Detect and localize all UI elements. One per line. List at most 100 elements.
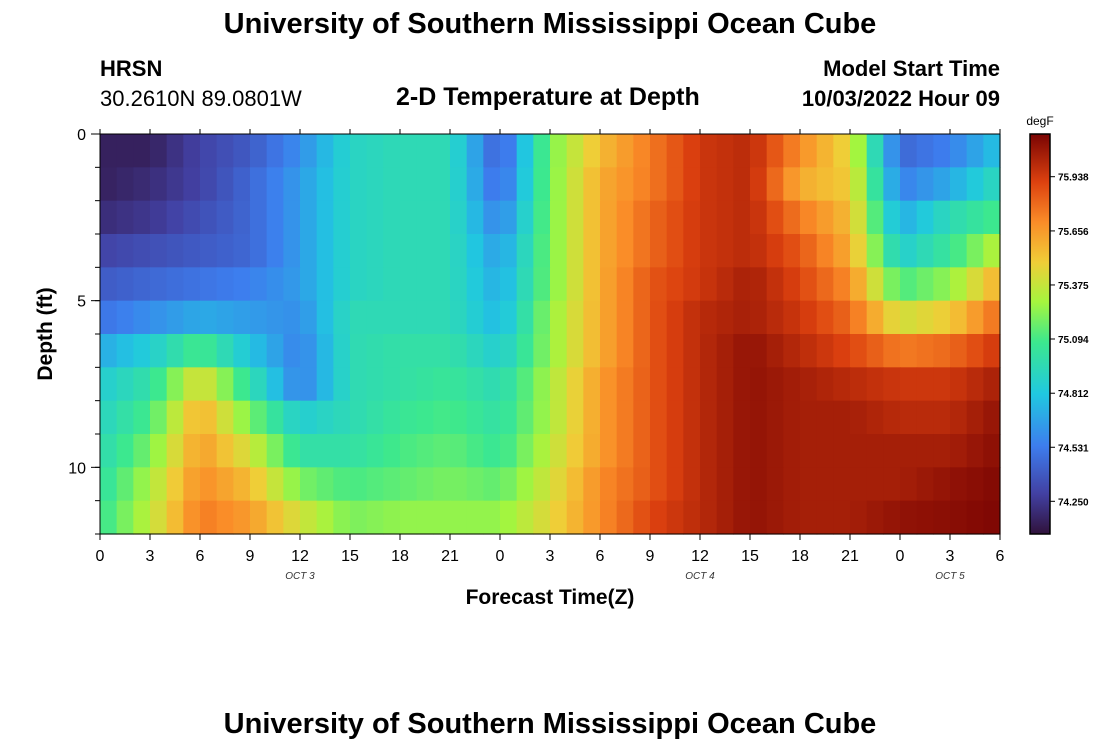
- heatmap-cell: [783, 500, 801, 535]
- heatmap-cell: [683, 467, 701, 502]
- heatmap-cell: [350, 434, 368, 468]
- heatmap-cell: [866, 400, 884, 435]
- heatmap-cell: [400, 334, 418, 368]
- heatmap-cell: [416, 434, 434, 468]
- heatmap-cell: [466, 134, 484, 168]
- x-tick-label: 3: [946, 548, 955, 565]
- heatmap-cell: [333, 467, 351, 502]
- heatmap-cell: [633, 467, 651, 502]
- heatmap-cell: [183, 467, 201, 502]
- x-tick-label: 9: [246, 548, 255, 565]
- heatmap-cell: [666, 367, 684, 402]
- heatmap-cell: [100, 434, 118, 468]
- heatmap-cell: [916, 300, 934, 335]
- heatmap-cell: [833, 300, 851, 335]
- heatmap-cell: [200, 300, 218, 335]
- heatmap-cell: [816, 434, 834, 468]
- heatmap-cell: [366, 134, 384, 168]
- station-name: HRSN: [100, 56, 163, 81]
- heatmap-cell: [900, 134, 918, 168]
- heatmap-cell: [233, 134, 251, 168]
- heatmap-cell: [850, 434, 868, 468]
- heatmap-cell: [500, 334, 518, 368]
- heatmap-cell: [866, 267, 884, 302]
- y-axis: 0 5 10: [68, 127, 100, 535]
- x-tick-label: 15: [741, 548, 759, 565]
- heatmap-cell: [666, 167, 684, 202]
- heatmap-cell: [383, 467, 401, 502]
- heatmap-cell: [416, 334, 434, 368]
- heatmap-cell: [433, 200, 451, 235]
- heatmap-cell: [450, 467, 468, 502]
- heatmap-cell: [783, 434, 801, 468]
- heatmap-cell: [933, 367, 951, 402]
- heatmap-cell: [183, 400, 201, 435]
- heatmap-cell: [166, 234, 184, 268]
- heatmap-cell: [900, 300, 918, 335]
- heatmap-cell: [683, 234, 701, 268]
- heatmap-cell: [583, 300, 601, 335]
- heatmap-cell: [400, 500, 418, 535]
- heatmap-cell: [683, 267, 701, 302]
- x-tick-label: 0: [96, 548, 105, 565]
- heatmap-cell: [350, 234, 368, 268]
- x-tick-label: 0: [496, 548, 505, 565]
- colorbar-tick-label: 75.938: [1058, 173, 1089, 184]
- x-tick-label: 21: [441, 548, 459, 565]
- heatmap-cell: [450, 334, 468, 368]
- colorbar: degF 75.938 75.656 75.375 75.094 74.812 74.531…: [1026, 114, 1089, 535]
- heatmap-cell: [350, 134, 368, 168]
- heatmap-cell: [450, 400, 468, 435]
- heatmap-cell: [383, 434, 401, 468]
- heatmap-cell: [416, 367, 434, 402]
- heatmap-cell: [950, 400, 968, 435]
- heatmap-cell: [666, 334, 684, 368]
- y-axis-label: Depth (ft): [34, 287, 57, 380]
- heatmap-cell: [150, 467, 168, 502]
- heatmap-cell: [300, 434, 318, 468]
- heatmap-cell: [716, 367, 734, 402]
- heatmap-cell: [916, 267, 934, 302]
- heatmap-cell: [666, 134, 684, 168]
- heatmap-cell: [583, 367, 601, 402]
- heatmap-cell: [116, 200, 134, 235]
- heatmap-cell: [616, 134, 634, 168]
- heatmap-cell: [950, 234, 968, 268]
- heatmap-cell: [833, 334, 851, 368]
- heatmap-cell: [250, 467, 268, 502]
- heatmap-cell: [683, 134, 701, 168]
- heatmap-cell: [600, 467, 618, 502]
- heatmap-cell: [933, 300, 951, 335]
- heatmap-cell: [600, 200, 618, 235]
- heatmap-cell: [750, 400, 768, 435]
- heatmap-cell: [166, 467, 184, 502]
- heatmap-cell: [400, 300, 418, 335]
- heatmap-cell: [366, 167, 384, 202]
- heatmap-cell: [716, 300, 734, 335]
- heatmap-cell: [616, 500, 634, 535]
- heatmap-cell: [533, 400, 551, 435]
- heatmap-cell: [516, 400, 534, 435]
- heatmap-cell: [983, 467, 1001, 502]
- heatmap-cell: [216, 400, 234, 435]
- heatmap-cell: [583, 134, 601, 168]
- heatmap-cell: [433, 167, 451, 202]
- heatmap-cell: [716, 167, 734, 202]
- heatmap-cell: [333, 200, 351, 235]
- heatmap-cell: [683, 200, 701, 235]
- heatmap-cell: [533, 267, 551, 302]
- x-tick-label: 9: [646, 548, 655, 565]
- heatmap-cell: [450, 234, 468, 268]
- heatmap-cell: [500, 200, 518, 235]
- heatmap-cell: [933, 167, 951, 202]
- heatmap-cell: [300, 334, 318, 368]
- heatmap-cell: [566, 167, 584, 202]
- heatmap-cell: [350, 367, 368, 402]
- x-tick-label: 18: [791, 548, 809, 565]
- heatmap-cell: [383, 134, 401, 168]
- heatmap-cell: [316, 134, 334, 168]
- heatmap-cell: [433, 334, 451, 368]
- heatmap-cell: [233, 300, 251, 335]
- heatmap-cell: [750, 334, 768, 368]
- heatmap-cell: [433, 467, 451, 502]
